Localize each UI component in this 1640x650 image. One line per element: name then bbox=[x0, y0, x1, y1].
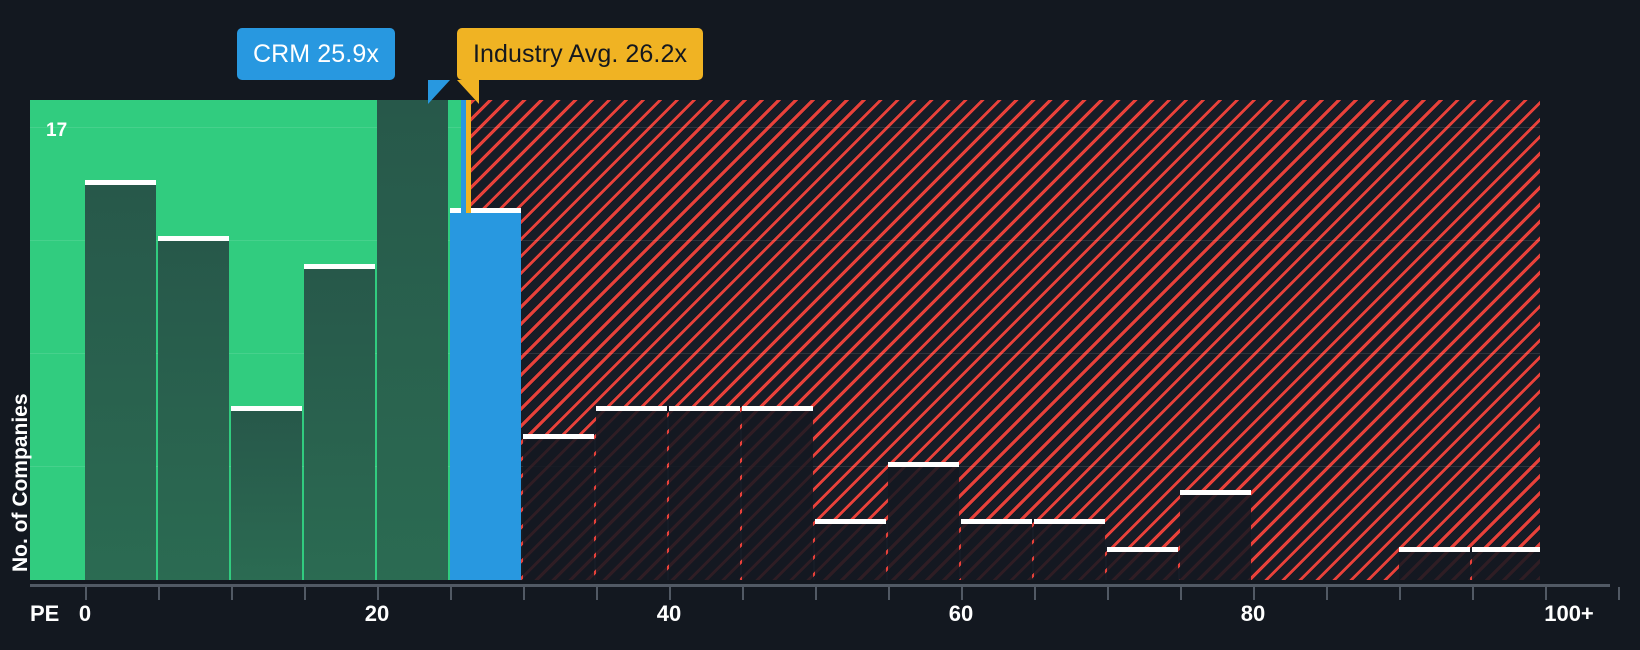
crm-callout-tail bbox=[428, 80, 450, 104]
x-axis-tick bbox=[158, 587, 160, 600]
bar-cap bbox=[1180, 490, 1251, 496]
bar-cap bbox=[158, 236, 229, 242]
bar-95-100[interactable] bbox=[1472, 546, 1540, 580]
x-axis-tick bbox=[1253, 587, 1255, 600]
bar-70-75[interactable] bbox=[1107, 546, 1178, 580]
gridline bbox=[30, 353, 1540, 355]
bar-cap bbox=[1472, 546, 1540, 552]
x-axis-tick bbox=[1180, 587, 1182, 600]
industry-marker-line bbox=[465, 100, 471, 213]
bar-cap bbox=[1034, 518, 1105, 524]
x-axis-label-0: 0 bbox=[78, 601, 92, 626]
crm-callout-label[interactable]: CRM 25.9x bbox=[237, 28, 395, 80]
x-axis-label-40: 40 bbox=[656, 601, 682, 626]
gridline bbox=[30, 240, 1540, 242]
x-axis-tick bbox=[450, 587, 452, 600]
bar-25-30[interactable] bbox=[450, 207, 521, 580]
bar-cap bbox=[1107, 546, 1178, 552]
bar-0-5[interactable] bbox=[85, 179, 156, 580]
x-axis-prefix-label: PE bbox=[30, 601, 60, 626]
bar-50-55[interactable] bbox=[815, 518, 886, 580]
x-axis-tick bbox=[231, 587, 233, 600]
bar-cap bbox=[231, 405, 302, 411]
x-axis-tick bbox=[742, 587, 744, 600]
x-axis-label-100plus: 100+ bbox=[1544, 601, 1594, 626]
x-axis-label-80: 80 bbox=[1240, 601, 1266, 626]
x-axis-tick bbox=[1107, 587, 1109, 600]
x-axis-tick bbox=[1399, 587, 1401, 600]
x-axis-tick bbox=[304, 587, 306, 600]
bar-90-95[interactable] bbox=[1399, 546, 1470, 580]
bar-5-10[interactable] bbox=[158, 236, 229, 580]
bar-cap bbox=[815, 518, 886, 524]
x-axis-tick bbox=[1034, 587, 1036, 600]
bar-45-50[interactable] bbox=[742, 405, 813, 580]
bar-cap bbox=[450, 207, 521, 213]
plot-area bbox=[30, 100, 1540, 580]
bar-cap bbox=[85, 179, 156, 185]
bar-75-80[interactable] bbox=[1180, 490, 1251, 580]
crm-marker-line bbox=[461, 100, 467, 213]
bar-10-15[interactable] bbox=[231, 405, 302, 580]
bar-cap bbox=[742, 405, 813, 411]
x-axis-tick bbox=[888, 587, 890, 600]
bar-30-35[interactable] bbox=[523, 433, 594, 580]
x-axis-tick bbox=[523, 587, 525, 600]
x-axis-label-20: 20 bbox=[364, 601, 390, 626]
bar-cap bbox=[523, 433, 594, 439]
bar-15-20[interactable] bbox=[304, 264, 375, 580]
x-axis-line bbox=[30, 584, 1610, 587]
bar-cap bbox=[1399, 546, 1470, 552]
x-axis-tick bbox=[1326, 587, 1328, 600]
y-axis-title: No. of Companies bbox=[9, 393, 32, 572]
x-axis-tick bbox=[1618, 587, 1620, 600]
bar-cap bbox=[961, 518, 1032, 524]
x-axis-tick bbox=[596, 587, 598, 600]
bar-40-45[interactable] bbox=[669, 405, 740, 580]
bar-35-40[interactable] bbox=[596, 405, 667, 580]
x-axis-tick bbox=[961, 587, 963, 600]
bar-55-60[interactable] bbox=[888, 462, 959, 580]
bar-20-25[interactable] bbox=[377, 100, 448, 580]
bar-60-65[interactable] bbox=[961, 518, 1032, 580]
x-axis-tick bbox=[377, 587, 379, 600]
industry-callout-tail bbox=[457, 80, 479, 104]
x-axis-label-60: 60 bbox=[948, 601, 974, 626]
industry-callout-label[interactable]: Industry Avg. 26.2x bbox=[457, 28, 704, 80]
gridline bbox=[30, 127, 1540, 129]
x-axis-tick bbox=[1472, 587, 1474, 600]
x-axis-tick bbox=[1545, 587, 1547, 600]
x-axis-tick bbox=[815, 587, 817, 600]
bar-cap bbox=[669, 405, 740, 411]
bar-cap bbox=[888, 462, 959, 468]
bar-cap bbox=[304, 264, 375, 270]
x-axis-tick bbox=[669, 587, 671, 600]
y-axis-max-label: 17 bbox=[46, 120, 68, 141]
bar-cap bbox=[596, 405, 667, 411]
bar-65-70[interactable] bbox=[1034, 518, 1105, 580]
x-axis-tick bbox=[85, 587, 87, 600]
